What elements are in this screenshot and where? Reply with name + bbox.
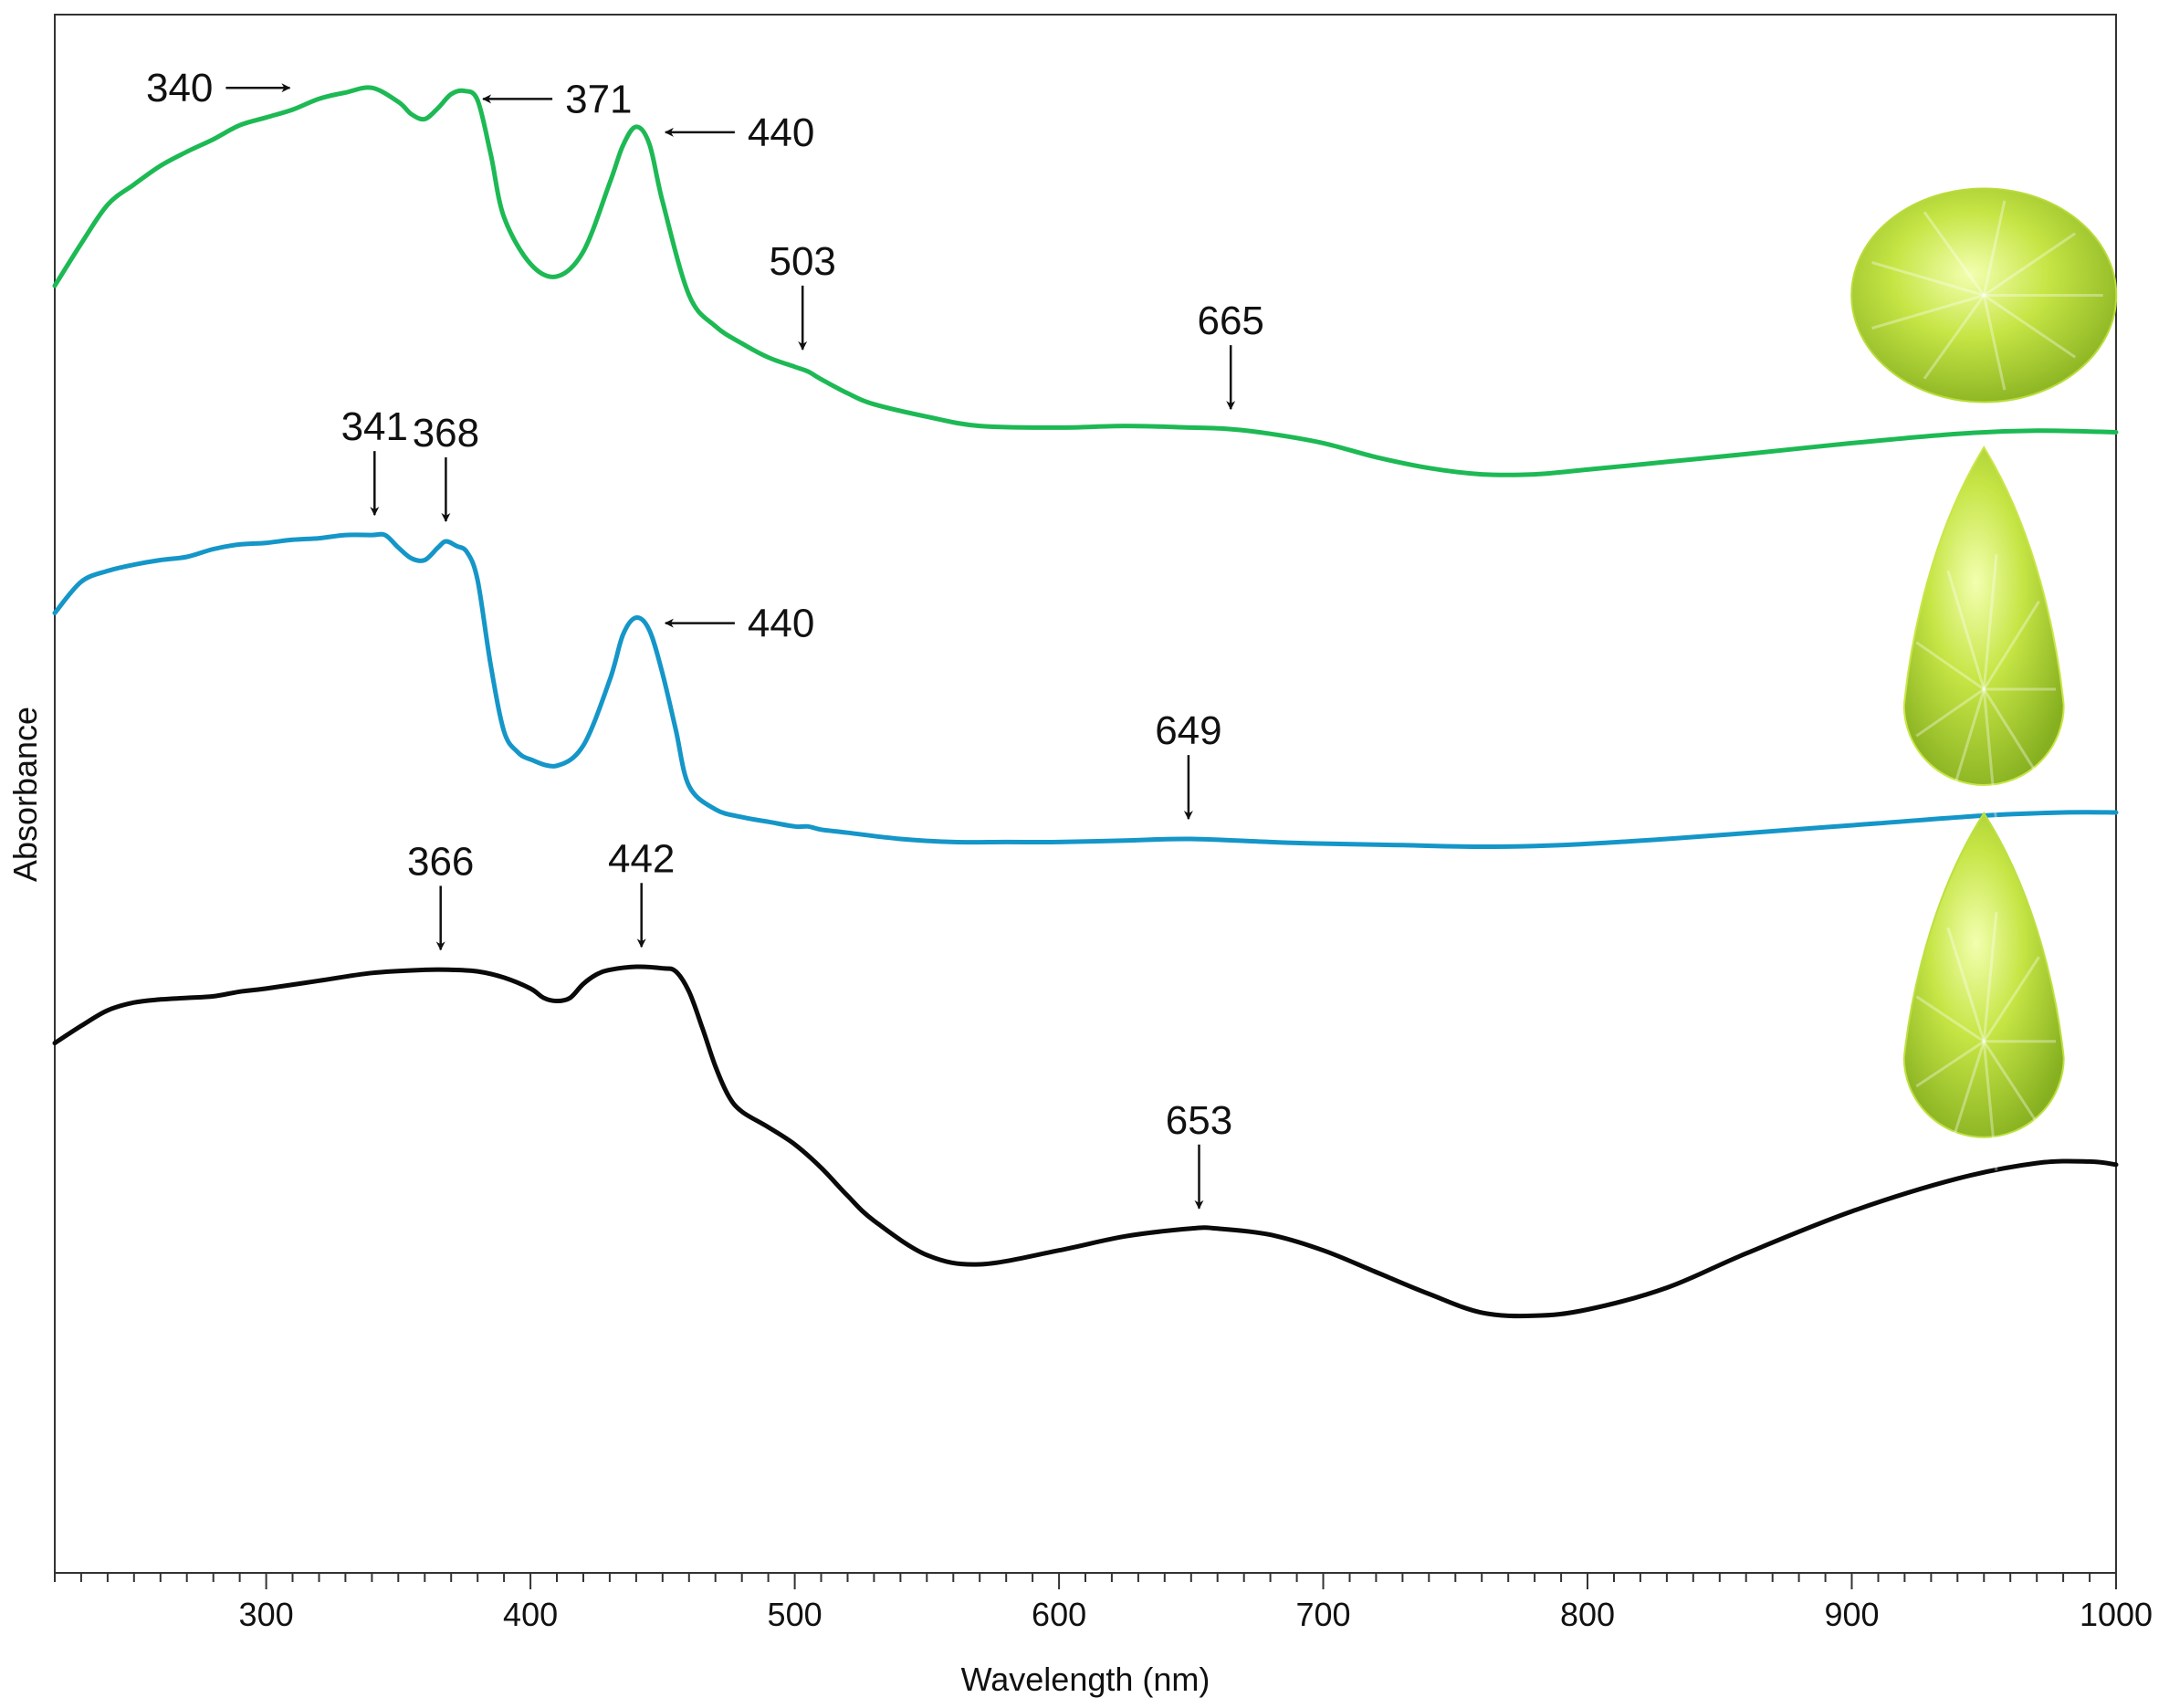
gem-facet (1982, 554, 1998, 690)
peak-annotation-503: 503 (769, 239, 836, 351)
x-tick-label: 900 (1824, 1596, 1879, 1633)
peak-label: 440 (748, 602, 814, 646)
plot-frame (54, 14, 2117, 1574)
gem-facet (1982, 1041, 1998, 1171)
peak-label: 440 (748, 110, 814, 155)
peak-label: 653 (1166, 1098, 1232, 1143)
gem-facet (1915, 995, 1986, 1043)
spectra-series (52, 85, 2119, 1319)
peak-annotation-440: 440 (664, 110, 814, 155)
y-axis-title: Absorbance (6, 707, 44, 882)
x-axis: 300 400 500 600 700 800 900 1000 (54, 1573, 2153, 1633)
gem-facet (1946, 927, 1986, 1043)
gem-facet (1983, 1040, 2040, 1127)
peak-annotation-665: 665 (1197, 299, 1264, 411)
peak-label: 366 (407, 839, 474, 884)
peak-annotation-653: 653 (1166, 1098, 1232, 1210)
peak-label: 442 (608, 836, 675, 881)
gem-facet (1915, 1040, 1986, 1088)
gem-facet (1946, 1041, 1986, 1156)
x-tick-label: 500 (768, 1596, 823, 1633)
x-tick-label: 300 (239, 1596, 294, 1633)
gem-facet (1983, 600, 2040, 690)
gem-facet (1983, 956, 2040, 1043)
gem-facet (1982, 688, 1998, 824)
peak-annotation-366: 366 (407, 839, 474, 951)
peak-annotation-649: 649 (1155, 708, 1222, 821)
x-tick-label: 800 (1560, 1596, 1615, 1633)
pear-gem-blue (1902, 445, 2065, 824)
x-tick-label: 600 (1032, 1596, 1086, 1633)
gem-facet (1983, 232, 2077, 297)
peak-label: 503 (769, 239, 835, 284)
gem-facet (1871, 261, 1985, 297)
peak-annotation-442: 442 (608, 836, 675, 948)
gem-facet (1923, 294, 1986, 380)
gem-facet (1983, 688, 2040, 779)
spectrum-line-3 (52, 964, 2119, 1319)
peak-annotations: 340 371 440 503 665 341 368 440 649 366 442 653 (146, 66, 1264, 1210)
peak-label: 340 (146, 66, 213, 110)
pear-gem-black (1902, 811, 2065, 1171)
x-tick-label: 400 (503, 1596, 558, 1633)
gem-facet (1923, 211, 1986, 297)
spectrum-line-1 (52, 85, 2119, 477)
oval-gem (1850, 187, 2118, 403)
x-tick-label: 700 (1295, 1596, 1350, 1633)
peak-annotation-340: 340 (146, 66, 291, 110)
peak-annotation-341: 341 (341, 404, 408, 517)
peak-label: 341 (341, 404, 408, 449)
peak-label: 665 (1197, 299, 1263, 343)
gem-facet (1946, 688, 1986, 809)
x-tick-label: 1000 (2080, 1596, 2153, 1633)
gem-facet (1915, 687, 1986, 738)
gem-facet (1983, 294, 2077, 359)
pear-gem-body (1902, 445, 2065, 786)
spectrum-line-2 (52, 531, 2119, 849)
gem-facet (1982, 295, 2007, 391)
gem-facet (1982, 912, 1998, 1042)
oval-gem-body (1850, 187, 2118, 403)
x-axis-title: Wavelength (nm) (961, 1661, 1210, 1698)
peak-label: 649 (1155, 708, 1221, 753)
gem-photos (1850, 187, 2118, 1171)
peak-annotation-440: 440 (664, 602, 814, 646)
gem-facet (1946, 570, 1986, 690)
peak-label: 371 (565, 77, 632, 121)
gem-facet (1915, 641, 1986, 691)
peak-annotation-368: 368 (413, 411, 479, 522)
gem-facet (1982, 200, 2007, 296)
pear-gem-body (1902, 811, 2065, 1138)
gem-facet (1871, 294, 1985, 330)
peak-annotation-371: 371 (482, 77, 633, 121)
peak-label: 368 (413, 411, 479, 456)
